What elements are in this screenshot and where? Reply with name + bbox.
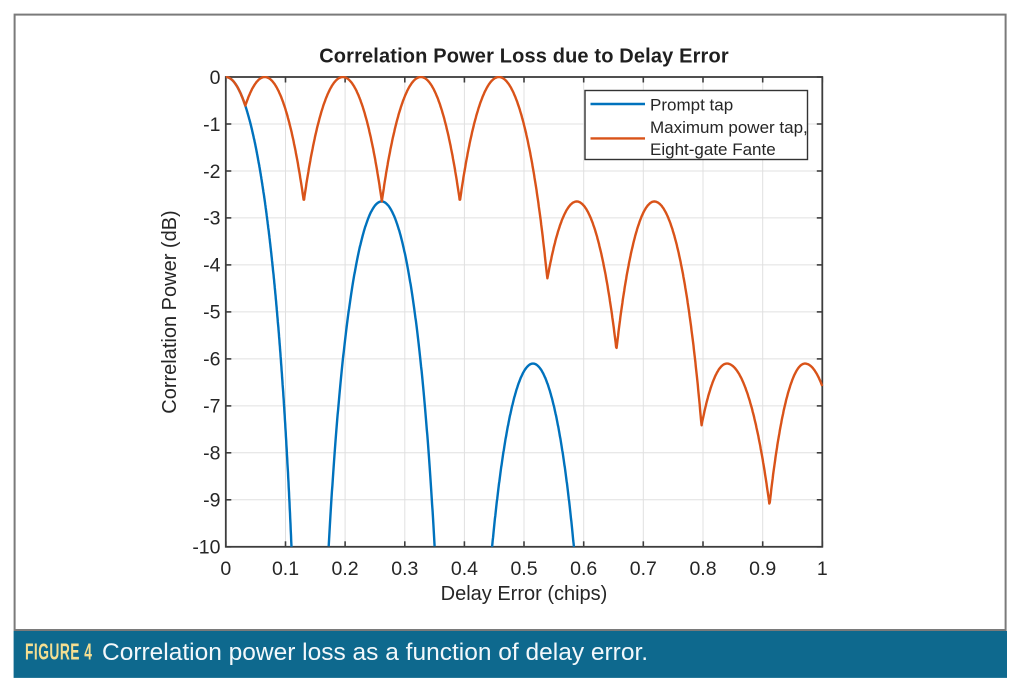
svg-text:0.6: 0.6 [570,558,597,580]
svg-text:-7: -7 [203,396,220,418]
svg-text:0.3: 0.3 [391,558,418,580]
svg-text:Eight-gate Fante: Eight-gate Fante [650,140,776,159]
svg-text:-5: -5 [203,302,220,324]
svg-text:0.5: 0.5 [510,558,537,580]
svg-text:0: 0 [210,67,221,89]
svg-text:Correlation Power (dB): Correlation Power (dB) [159,210,181,413]
svg-text:0.4: 0.4 [451,558,478,580]
svg-text:0.1: 0.1 [272,558,299,580]
svg-text:-3: -3 [203,208,220,230]
svg-text:1: 1 [817,558,828,580]
svg-text:FIGURE 4: FIGURE 4 [25,640,92,665]
svg-text:Correlation power loss as a fu: Correlation power loss as a function of … [102,639,648,666]
svg-text:-6: -6 [203,349,220,371]
svg-text:-8: -8 [203,443,220,465]
svg-text:-10: -10 [192,537,220,559]
svg-text:Delay Error (chips): Delay Error (chips) [441,583,608,605]
svg-text:-4: -4 [203,255,220,277]
svg-text:0.2: 0.2 [332,558,359,580]
svg-text:0.7: 0.7 [630,558,657,580]
svg-text:-9: -9 [203,490,220,512]
svg-text:Correlation Power Loss due to: Correlation Power Loss due to Delay Erro… [319,46,729,68]
svg-text:Prompt tap: Prompt tap [650,96,733,115]
svg-text:Maximum power tap,: Maximum power tap, [650,118,808,137]
svg-text:-1: -1 [203,114,220,136]
svg-text:-2: -2 [203,161,220,183]
svg-text:0.8: 0.8 [689,558,716,580]
svg-text:0: 0 [220,558,231,580]
svg-text:0.9: 0.9 [749,558,776,580]
